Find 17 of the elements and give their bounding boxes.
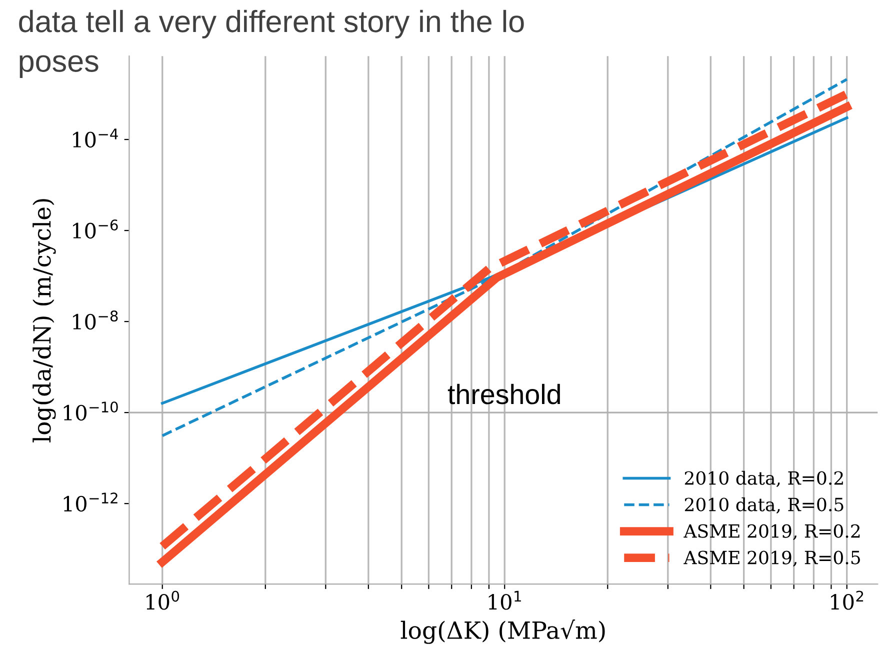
y-tick-label: 10$^{−12}$: [64, 492, 118, 512]
x-tick-label: 10$^{0}$: [146, 590, 180, 610]
legend-label: 2010 data, R=0.2: [684, 470, 843, 488]
ref-line-label: threshold: [448, 384, 560, 404]
y-tick-label: 10$^{−4}$: [73, 128, 118, 148]
legend-label: 2010 data, R=0.5: [684, 497, 844, 514]
y-tick-label: 10$^{−10}$: [64, 402, 118, 421]
legend-label: ASME 2019, R=0.5: [684, 550, 860, 567]
x-axis-title: log(ΔK) (MPa√m): [400, 620, 605, 644]
y-tick-label: 10$^{−6}$: [73, 219, 118, 239]
y-tick-label: 10$^{−8}$: [73, 310, 118, 330]
x-tick-label: 10$^{1}$: [488, 590, 521, 610]
y-axis-title: log(da/dN) (m/cycle): [32, 199, 56, 442]
text: data tell a very different story in the lo: [19, 10, 524, 38]
text: poses: [20, 55, 98, 78]
legend-label: ASME 2019, R=0.2: [684, 524, 860, 540]
x-tick-label: 10$^{2}$: [831, 590, 864, 610]
